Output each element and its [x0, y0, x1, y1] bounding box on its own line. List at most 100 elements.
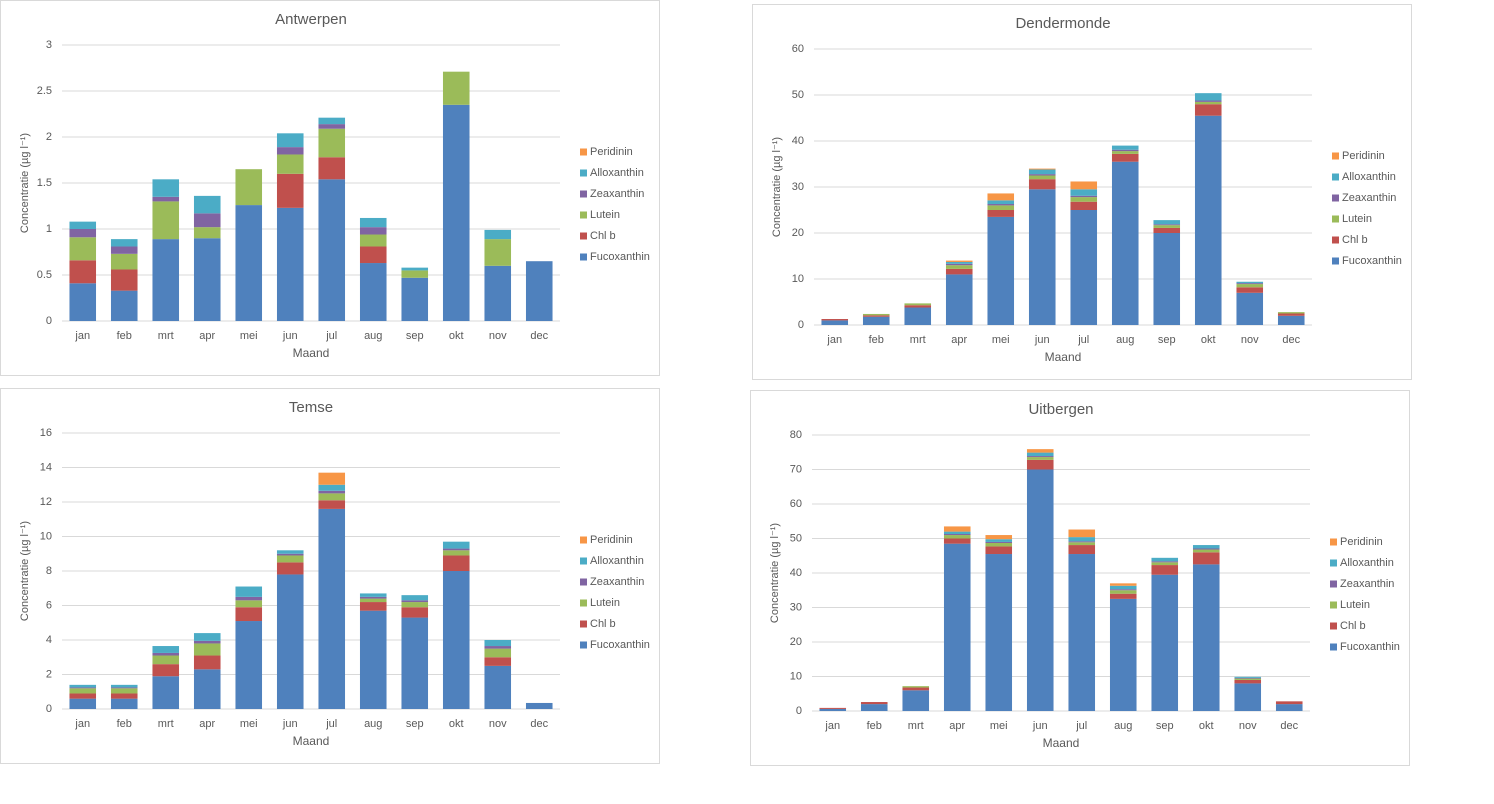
legend-label: Alloxanthin: [1342, 171, 1396, 183]
x-tick-label: okt: [1201, 334, 1216, 346]
legend-swatch: [1332, 152, 1339, 160]
bar-segment: [484, 265, 512, 321]
bar-segment: [152, 655, 180, 665]
bar-segment: [152, 201, 180, 240]
x-axis-title: Maand: [293, 346, 330, 360]
bar-segment: [442, 555, 470, 571]
bar-segment: [945, 260, 973, 262]
bar-segment: [69, 688, 97, 694]
y-tick-label: 70: [790, 463, 802, 475]
x-tick-label: dec: [530, 718, 548, 730]
bar-segment: [985, 541, 1013, 543]
bar-segment: [943, 534, 971, 536]
bar-segment: [484, 648, 512, 658]
chart: Dendermonde Maand Concentratie (µg l⁻¹) 0 10…: [752, 4, 1412, 380]
y-tick-label: 60: [790, 498, 802, 510]
x-tick-label: nov: [489, 718, 507, 730]
legend-swatch: [580, 599, 587, 607]
bar-segment: [1277, 312, 1305, 314]
bar-segment: [1192, 545, 1220, 549]
bar-segment: [484, 646, 512, 649]
bar-segment: [1277, 313, 1305, 316]
bar-segment: [318, 124, 346, 129]
bar-segment: [862, 313, 890, 316]
legend-label: Fucoxanthin: [1342, 255, 1402, 267]
legend-label: Fucoxanthin: [590, 639, 650, 651]
legend-swatch: [1332, 194, 1339, 202]
bar-segment: [442, 571, 470, 709]
bar-segment: [276, 173, 304, 208]
bar-segment: [235, 586, 263, 597]
legend-swatch: [580, 641, 587, 649]
legend-label: Alloxanthin: [1340, 557, 1394, 569]
legend-label: Zeaxanthin: [1340, 578, 1394, 590]
bar-segment: [1194, 115, 1222, 325]
bar-segment: [1234, 679, 1262, 684]
bar-segment: [985, 539, 1013, 542]
x-tick-label: jul: [325, 330, 337, 342]
y-axis-title: Concentratie (µg l⁻¹): [771, 137, 783, 237]
bar-segment: [318, 179, 346, 321]
bar-segment: [401, 595, 429, 601]
bar-segment: [276, 553, 304, 556]
bar-segment: [1109, 589, 1137, 591]
bar-segment: [904, 303, 932, 306]
bar-segment: [276, 207, 304, 321]
bar-segment: [69, 687, 97, 689]
legend-swatch: [580, 536, 587, 544]
bar-segment: [943, 543, 971, 711]
bar-segment: [1192, 552, 1220, 565]
legend-label: Lutein: [590, 597, 620, 609]
y-tick-label: 40: [792, 135, 804, 147]
chart-title: Dendermonde: [1015, 15, 1110, 32]
bar-segment: [193, 195, 221, 214]
legend-swatch: [1332, 236, 1339, 244]
bar-segment: [1070, 197, 1098, 202]
bar-segment: [1234, 678, 1262, 680]
y-tick-label: 2: [46, 668, 52, 680]
bar-segment: [235, 600, 263, 608]
bar-segment: [110, 239, 138, 247]
legend-label: Lutein: [590, 209, 620, 221]
legend-label: Chl b: [590, 230, 616, 242]
x-tick-label: okt: [449, 330, 464, 342]
bar-segment: [1070, 181, 1098, 190]
x-tick-label: jun: [282, 330, 298, 342]
legend-label: Peridinin: [1342, 150, 1385, 162]
y-tick-label: 1.5: [37, 177, 52, 189]
bar-segment: [985, 542, 1013, 547]
bar-segment: [943, 531, 971, 535]
x-tick-label: jun: [1032, 720, 1048, 732]
bar-segment: [152, 239, 180, 321]
bar-segment: [442, 550, 470, 556]
bar-segment: [1236, 287, 1264, 293]
bar-segment: [1026, 456, 1054, 458]
x-tick-label: okt: [449, 718, 464, 730]
bar-segment: [1151, 557, 1179, 562]
chart-title: Antwerpen: [275, 11, 347, 28]
x-tick-label: jul: [1077, 334, 1089, 346]
x-tick-label: feb: [117, 330, 132, 342]
bar-segment: [318, 128, 346, 158]
x-tick-label: apr: [199, 330, 215, 342]
bar-segment: [69, 229, 97, 238]
bar-segment: [401, 607, 429, 618]
bar-segment: [1070, 189, 1098, 196]
bar-segment: [1068, 541, 1096, 543]
x-tick-label: dec: [530, 330, 548, 342]
bar-segment: [1111, 149, 1139, 152]
chart: Temse Maand Concentratie (µg l⁻¹) 0 2 4 6 8 10 12…: [0, 388, 660, 764]
legend-swatch: [1330, 643, 1337, 651]
y-tick-label: 2: [46, 131, 52, 143]
bar-segment: [943, 538, 971, 544]
bar-segment: [152, 676, 180, 709]
bar-segment: [69, 283, 97, 321]
bar-segment: [359, 602, 387, 611]
bar-segment: [987, 204, 1015, 206]
legend-label: Lutein: [1342, 213, 1372, 225]
bar-segment: [1026, 457, 1054, 460]
x-tick-label: aug: [1114, 720, 1132, 732]
legend-swatch: [580, 578, 587, 586]
bar-segment: [1194, 101, 1222, 105]
bar-segment: [442, 71, 470, 105]
